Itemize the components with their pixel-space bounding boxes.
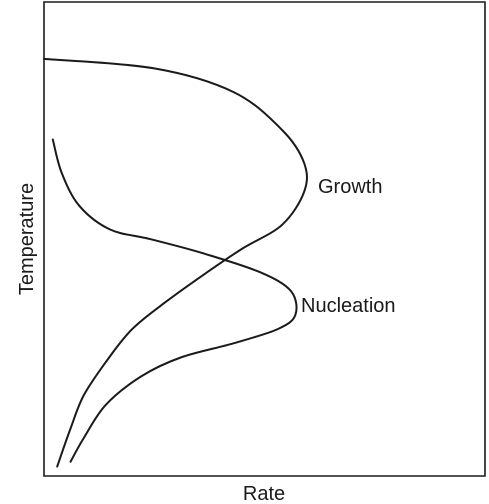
- x-axis-label: Rate: [243, 483, 285, 504]
- nucleation-curve: [51, 138, 298, 463]
- plot-frame: [43, 1, 486, 477]
- growth-label: Growth: [318, 176, 382, 198]
- y-axis-label: Temperature: [16, 183, 38, 295]
- nucleation-label: Nucleation: [301, 295, 396, 317]
- growth-curve: [43, 57, 308, 468]
